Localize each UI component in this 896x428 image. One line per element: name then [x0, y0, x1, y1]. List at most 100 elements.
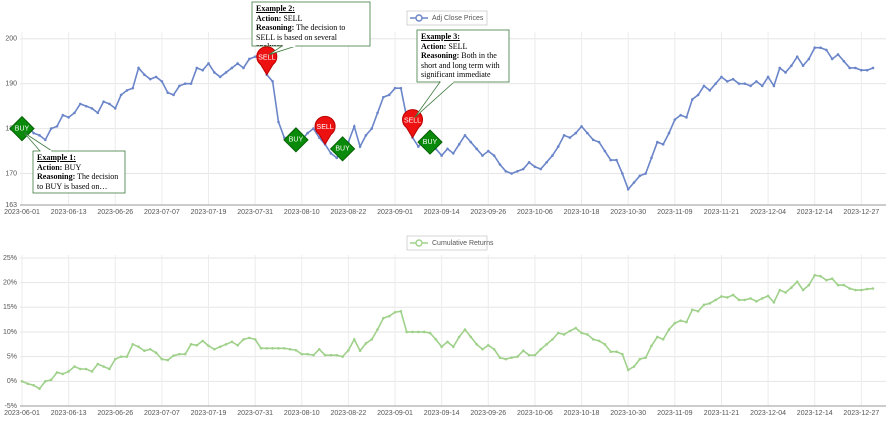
point — [830, 277, 834, 280]
point — [702, 303, 706, 307]
reasoning-value: The decision to BUY is based on… — [37, 172, 119, 191]
x-tick-label: 2023-09-14 — [424, 410, 460, 417]
point — [685, 320, 688, 324]
reasoning-label: Reasoning: — [37, 172, 76, 181]
point — [772, 301, 776, 304]
point — [73, 365, 76, 368]
point — [78, 367, 82, 371]
point — [679, 113, 682, 117]
legend-label: Cumulative Returns — [432, 240, 494, 247]
x-tick-label: 2023-06-13 — [51, 209, 87, 216]
point — [154, 75, 158, 79]
annotation-seam — [40, 150, 52, 152]
point — [183, 82, 187, 85]
buy-diamond — [417, 129, 443, 155]
x-tick-label: 2023-06-26 — [97, 410, 133, 417]
point — [32, 131, 35, 135]
point — [329, 152, 333, 155]
point — [626, 187, 630, 191]
point — [807, 283, 811, 287]
point — [825, 48, 828, 52]
y-tick-label: 170 — [5, 170, 17, 177]
point — [702, 84, 706, 88]
point — [463, 328, 467, 331]
x-tick-label: 2023-07-07 — [144, 410, 180, 417]
point — [440, 345, 443, 349]
point — [317, 136, 321, 139]
point — [108, 367, 111, 371]
point — [848, 287, 851, 290]
point — [248, 57, 251, 61]
x-tick-label: 2023-12-14 — [797, 209, 833, 216]
point — [44, 138, 47, 142]
point — [597, 140, 601, 144]
point — [597, 339, 601, 343]
legend-label: Adj Close Prices — [432, 15, 484, 22]
reasoning-label: Reasoning: — [421, 51, 460, 60]
signal-marker: BUY — [9, 115, 35, 142]
x-tick-label: 2023-10-18 — [564, 410, 600, 417]
x-tick-label: 2023-08-22 — [331, 209, 367, 216]
annotation-seam — [282, 45, 296, 47]
point — [487, 149, 490, 153]
point — [405, 330, 408, 334]
point — [516, 355, 519, 358]
x-tick-label: 2023-11-21 — [704, 209, 739, 216]
point — [376, 328, 379, 331]
point — [644, 172, 647, 175]
point — [393, 310, 397, 314]
reasoning-value: The decision to SELL is based on several… — [256, 23, 346, 46]
point — [650, 344, 653, 348]
point — [865, 287, 869, 291]
point — [294, 348, 298, 352]
action-value: SELL — [283, 13, 303, 23]
point — [556, 145, 560, 148]
point — [860, 288, 863, 292]
point — [154, 351, 158, 355]
point — [603, 343, 607, 346]
point — [166, 358, 170, 362]
point — [119, 93, 123, 97]
point — [580, 331, 583, 335]
point — [38, 134, 41, 137]
point — [661, 143, 665, 146]
point — [137, 345, 140, 349]
point — [248, 336, 251, 340]
point — [55, 125, 59, 128]
point — [539, 167, 543, 171]
point — [160, 80, 164, 83]
point — [49, 127, 53, 130]
x-tick-label: 2023-07-19 — [191, 410, 227, 417]
point — [300, 352, 304, 356]
point — [755, 300, 758, 303]
point — [574, 326, 578, 330]
point — [218, 75, 222, 79]
annotation-box — [416, 29, 510, 83]
point — [661, 338, 665, 341]
legend-box — [406, 10, 488, 26]
point — [67, 116, 70, 119]
point — [317, 347, 321, 351]
point — [685, 116, 688, 119]
point — [562, 333, 566, 336]
buy-diamond — [329, 136, 356, 162]
point — [370, 338, 374, 341]
x-tick-label: 2023-10-18 — [564, 209, 600, 216]
point — [696, 93, 700, 97]
point — [749, 297, 752, 300]
point — [725, 80, 729, 83]
point — [656, 335, 659, 339]
point — [417, 145, 420, 148]
point — [67, 370, 70, 373]
x-tick-label: 2023-06-01 — [4, 410, 40, 417]
point — [259, 346, 263, 350]
point — [271, 80, 274, 83]
point — [743, 82, 747, 85]
point — [795, 280, 799, 283]
point — [90, 370, 94, 373]
annotation-title: Example 3: — [421, 32, 460, 41]
point — [195, 344, 199, 347]
y-tick-label: 10% — [3, 329, 17, 336]
